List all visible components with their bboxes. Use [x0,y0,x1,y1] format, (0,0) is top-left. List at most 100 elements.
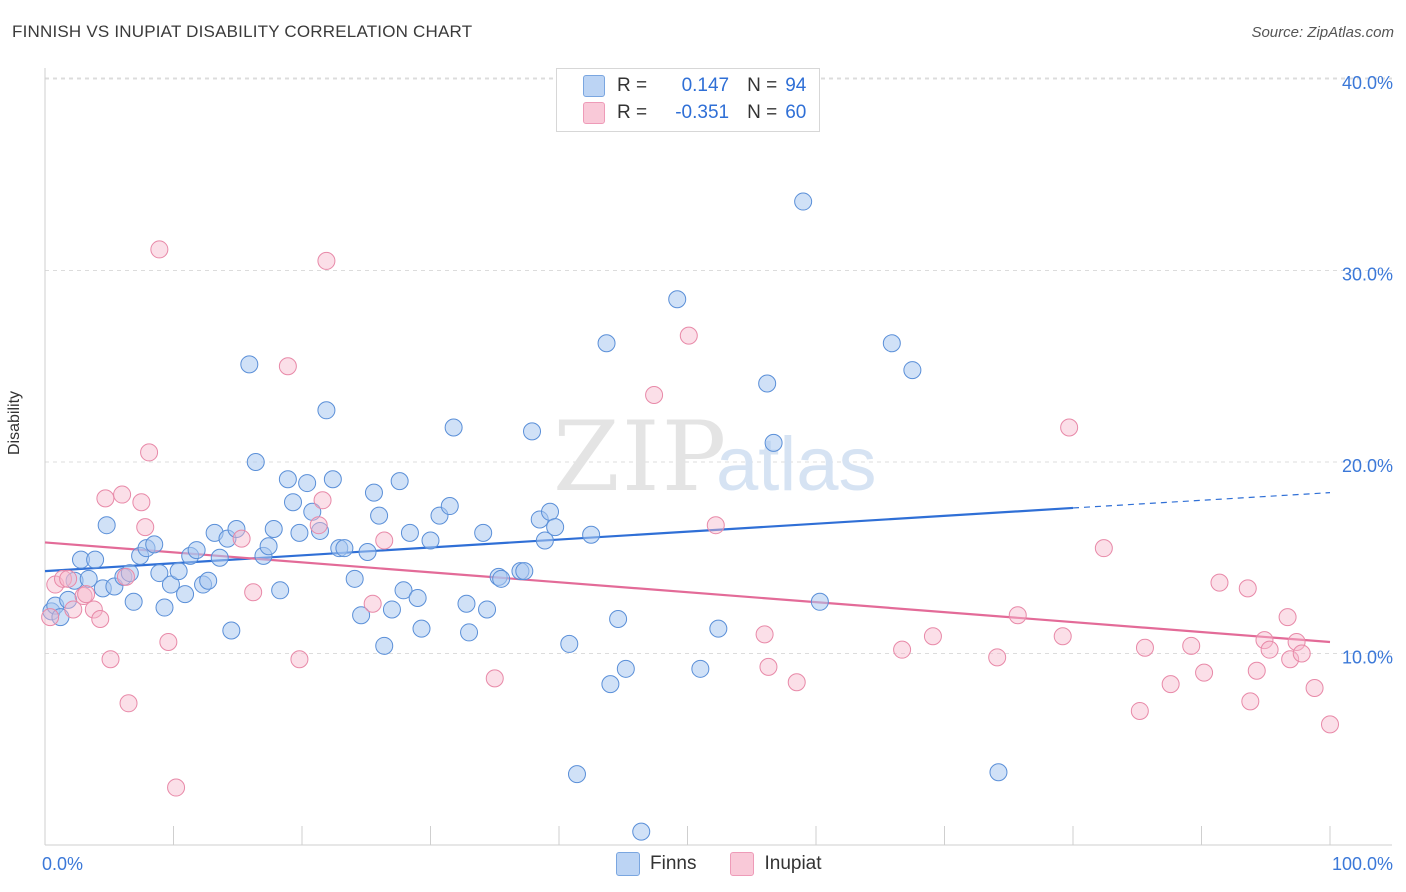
inupiat-point [1238,579,1257,598]
inupiat-point [787,673,806,692]
inupiat-point [116,567,135,586]
watermark-atlas: atlas [716,422,877,507]
finns-point [582,525,601,544]
inupiat-point [59,569,78,588]
y-axis-label: Disability [6,390,23,455]
inupiat-point [64,600,83,619]
finns-point [412,619,431,638]
finns-point [161,575,180,594]
finns-point [259,537,278,556]
inupiat-point [278,357,297,376]
finns-point [210,548,229,567]
finns-point [271,581,290,600]
finns-point [97,516,116,535]
finns-point [457,594,476,613]
inupiat-point [317,251,336,270]
inupiat-point [1008,606,1027,625]
legend-inupiat-n: 60 [785,102,807,123]
source-label: Source: ZipAtlas.com [1251,24,1394,41]
inupiat-point [1182,636,1201,655]
legend-row-finns: R = 0.147 N = 94 [583,75,806,97]
inupiat-point [101,650,120,669]
finns-point [150,564,169,583]
finns-point [474,523,493,542]
bottom-legend-finns: Finns [650,853,697,874]
finns-point [444,418,463,437]
finns-point [199,571,218,590]
inupiat-point [1135,638,1154,657]
watermark-zip: ZIP [553,401,728,513]
inupiat-point [1255,631,1274,650]
inupiat-point [1247,661,1266,680]
inupiat-point [136,518,155,537]
legend-finns-n: 94 [785,75,807,96]
inupiat-point [1278,608,1297,627]
finns-point [440,497,459,516]
y-tick-label: 40.0% [1342,73,1393,93]
finns-point [478,600,497,619]
finns-point [310,521,329,540]
inupiat-point [132,493,151,512]
inupiat-point [1305,678,1324,697]
finns-point [515,562,534,581]
finns-point [903,361,922,380]
finns-point [421,531,440,550]
finns-point [176,585,195,604]
finns-point [323,470,342,489]
inupiat-point [1060,418,1079,437]
x-tick-label: 100.0% [1332,854,1393,874]
y-tick-label: 20.0% [1342,456,1393,476]
inupiat-point [290,650,309,669]
data-points [41,192,1339,841]
finns-point [79,569,98,588]
finns-point [345,569,364,588]
finns-point [169,562,188,581]
inupiat-point [1292,644,1311,663]
finns-point [298,474,317,493]
inupiat-point [113,485,132,504]
inupiat-point [1241,692,1260,711]
legend-n-label: N = [747,102,778,123]
inupiat-point [1094,539,1113,558]
legend-finns-r: 0.147 [681,75,730,96]
inupiat-point [375,531,394,550]
finns-point [317,401,336,420]
finns-point [187,541,206,560]
inupiat-point [309,516,328,535]
finns-point [492,569,511,588]
inupiat-point [84,600,103,619]
finns-point [264,520,283,539]
finns-point [691,659,710,678]
finns-point [616,659,635,678]
inupiat-point [759,657,778,676]
finns-point [989,763,1008,782]
finns-point [227,520,246,539]
inupiat-point [1287,633,1306,652]
chart-title: FINNISH VS INUPIAT DISABILITY CORRELATIO… [12,22,473,41]
finns-point [375,636,394,655]
finns-point [523,422,542,441]
legend-r-label: R = [617,102,648,123]
legend-r-label: R = [617,75,648,96]
inupiat-point [363,594,382,613]
watermark: ZIP atlas [553,401,877,513]
finns-point [794,192,813,211]
inupiat-point [1161,675,1180,694]
finns-point [86,550,105,569]
inupiat-point [1195,663,1214,682]
finns-point [59,590,78,609]
finns-point [810,592,829,611]
finns-point [394,581,413,600]
inupiat-point [706,516,725,535]
legend: R = 0.147 N = 94 R = -0.351 N = 60 [556,68,820,132]
inupiat-point [1281,650,1300,669]
axes-layer [44,68,1392,846]
inupiat-point [167,778,186,797]
finns-point [546,518,565,537]
inupiat-point [923,627,942,646]
finns-point [358,543,377,562]
y-tick-label: 30.0% [1342,265,1393,285]
finns-point [408,588,427,607]
finns-trend-extension [1072,492,1331,509]
bottom-legend-inupiat: Inupiat [764,853,822,874]
